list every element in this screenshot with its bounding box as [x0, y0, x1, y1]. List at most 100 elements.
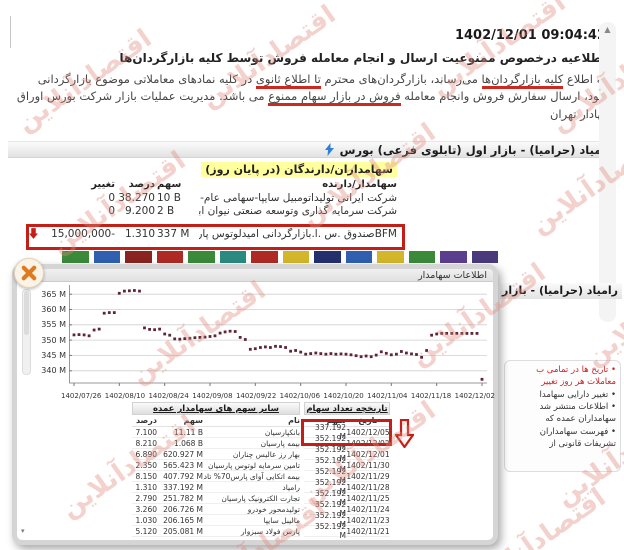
- others-rows: بانکپارسیان 11.11 B 7.100 بیمه پارسیان 1.068…: [132, 427, 300, 537]
- history-date: 1402/12/01: [346, 449, 390, 459]
- other-share-row: تولیدمحور خودرو 206.726 M 3.260: [132, 504, 300, 515]
- sector-color-square: [219, 251, 246, 263]
- history-shares: 352.192 M: [314, 434, 346, 452]
- x-axis-tick-label: 1402/11/18: [410, 392, 452, 400]
- background-bullet-item: تشریفات قانونی از: [549, 438, 616, 449]
- col-holder: سهامدار/دارنده: [322, 179, 397, 190]
- holders-column-headers: سهامدار/دارنده سهم درصد تغییر: [27, 178, 397, 191]
- holder-change: 15,000,000-: [27, 228, 115, 240]
- background-bullet-item: • فهرست سهامداران: [539, 426, 616, 437]
- sector-color-square: [377, 251, 404, 263]
- other-share-name: بیمه پارسیان: [260, 438, 300, 448]
- lightning-icon: [324, 143, 334, 156]
- holder-change: 0: [27, 192, 115, 204]
- other-share-percent: 6.890: [135, 449, 157, 459]
- history-date: 1402/11/25: [346, 493, 390, 503]
- history-row: 1402/11/25 352.192 M: [304, 489, 390, 507]
- body-segment: در کلیه نمادهای معاملاتی موضوع بازارگردا…: [37, 72, 606, 104]
- history-row: 1402/11/29 352.192 M: [304, 467, 390, 485]
- body-segment: به اطلاع: [563, 72, 606, 86]
- other-share-name: تجارت الکترونیک پارسیان: [221, 493, 300, 503]
- col-change: تغییر: [91, 179, 115, 190]
- other-share-percent: 8.210: [135, 438, 157, 448]
- holder-percent: 9.200: [124, 204, 155, 217]
- popup-scrollbar-thumb[interactable]: [24, 291, 29, 335]
- other-share-shares: 1.068 B: [173, 438, 203, 448]
- history-date: 1402/11/30: [346, 460, 390, 470]
- col-percent: درصد: [135, 416, 157, 425]
- holder-row[interactable]: شرکت ایرانی تولیداتومبیل سایپا-سهامی عام…: [27, 191, 397, 204]
- history-shares: 337.192 M: [314, 423, 346, 441]
- x-axis-tick-label: 1402/10/06: [279, 392, 321, 400]
- history-row: 1402/11/21 352.192 M: [304, 522, 390, 540]
- other-share-name: تولیدمحور خودرو: [247, 504, 300, 514]
- history-row: 1402/11/24 352.192 M: [304, 500, 390, 518]
- close-button[interactable]: [14, 258, 44, 288]
- chart-y-axis-labels: 365 M 360 M 355 M 350 M 345 M 340 M: [39, 285, 69, 387]
- other-share-row: بیمه پارسیان 1.068 B 8.210: [132, 438, 300, 449]
- underlined-phrase: تا اطلاع ثانوی: [255, 72, 321, 89]
- col-percent: درصد: [128, 179, 155, 190]
- others-column-headers: نام سهم درصد: [132, 415, 300, 427]
- change-value: 15,000,000-: [51, 227, 115, 240]
- background-bullet-item: معاملات هر روز تغییر: [541, 377, 616, 388]
- history-date: 1402/11/24: [346, 504, 390, 514]
- history-shares: 352.192 M: [314, 478, 346, 496]
- holder-name: شرکت سرمایه گذاری وتوسعه صنعتی نیوان ابت…: [199, 204, 397, 217]
- x-axis-tick-label: 1402/10/20: [323, 392, 364, 400]
- history-date: 1402/11/29: [346, 471, 390, 481]
- x-axis-tick-label: 1402/08/24: [148, 392, 189, 400]
- holder-row[interactable]: شرکت سرمایه گذاری وتوسعه صنعتی نیوان ابت…: [27, 204, 397, 217]
- other-share-row: بیمه اتکایی آوای پارس70% تادیه407.792 M 8…: [132, 471, 300, 482]
- history-date: 1402/11/23: [346, 515, 390, 525]
- underlined-phrase: کلیه بازارگردان‌ها: [481, 72, 564, 89]
- other-share-row: رامیاد 337.192 M 1.310: [132, 482, 300, 493]
- other-share-shares: 206.165 M: [163, 515, 203, 525]
- sector-color-square: [251, 251, 278, 263]
- other-share-row: تجارت الکترونیک پارسیان 251.782 M 2.790: [132, 493, 300, 504]
- y-axis-tick-label: 340 M: [41, 366, 66, 376]
- popup-title: اطلاعات سهامدار: [418, 270, 487, 281]
- history-row: 1402/11/28 352.192 M: [304, 478, 390, 496]
- other-share-row: بهار رز عالیس چناران 620.927 M 6.890: [132, 449, 300, 460]
- history-date: 1402/11/28: [346, 482, 390, 492]
- other-share-row: پارس فولاد سبزوار 205.081 M 5.120: [132, 526, 300, 537]
- other-share-percent: 7.100: [135, 427, 157, 437]
- other-share-shares: 251.782 M: [163, 493, 203, 503]
- page-scrollbar[interactable]: ▲: [599, 22, 616, 322]
- x-axis-tick-label: 1402/09/08: [192, 392, 233, 400]
- other-share-shares: 565.423 M: [163, 460, 203, 470]
- other-share-row: بانکپارسیان 11.11 B 7.100: [132, 427, 300, 438]
- announcement-datetime: 1402/12/01 09:04:42: [454, 28, 606, 43]
- sector-color-square: [440, 251, 467, 263]
- x-axis-tick-label: 1402/08/10: [104, 392, 146, 400]
- tab-other-shares[interactable]: سایر سهم های سهامدار عمده: [132, 402, 300, 415]
- change-value: 0: [108, 204, 115, 217]
- other-share-shares: 620.927 M: [163, 449, 203, 459]
- popup-scrollbar[interactable]: [22, 289, 31, 375]
- y-axis-tick-label: 345 M: [41, 350, 66, 360]
- other-share-shares: 206.726 M: [163, 504, 203, 514]
- sector-color-strip: [62, 251, 498, 263]
- popup-scroll-down-icon[interactable]: ▾: [21, 527, 25, 535]
- background-bullet-item: سهامداران عمده که: [545, 414, 616, 425]
- red-highlight-box: [26, 224, 405, 250]
- sector-color-square: [125, 251, 152, 263]
- holder-percent: 38.270: [118, 191, 155, 204]
- other-share-shares: 337.192 M: [163, 482, 203, 492]
- background-bullet-item: • اطلاعات منتشر شد: [539, 401, 616, 412]
- y-axis-tick-label: 355 M: [41, 320, 66, 330]
- tab-shares-history[interactable]: تاریخچه تعداد سهام: [304, 402, 390, 415]
- holders-table-title: سهامداران/دارندگان (در پایان روز): [27, 162, 397, 177]
- holder-shares: 2 B: [157, 204, 175, 217]
- bg-bullets: • تاریخ ها در تمامی ب معاملات هر روز تغیی…: [509, 364, 616, 450]
- holder-name: BFMصندوق .س .ا.بازارگردانی امیدلوتوس پار…: [199, 227, 397, 240]
- history-shares: 352.192 M: [314, 500, 346, 518]
- history-shares: 352.192 M: [314, 445, 346, 463]
- holder-row[interactable]: BFMصندوق .س .ا.بازارگردانی امیدلوتوس پار…: [27, 227, 397, 240]
- holder-change: 0: [27, 205, 115, 217]
- announcement-body: به اطلاع کلیه بازارگردان‌ها می‌رساند، با…: [14, 71, 606, 123]
- sector-color-square: [62, 251, 89, 263]
- scrollbar-up-icon[interactable]: ▲: [604, 25, 611, 34]
